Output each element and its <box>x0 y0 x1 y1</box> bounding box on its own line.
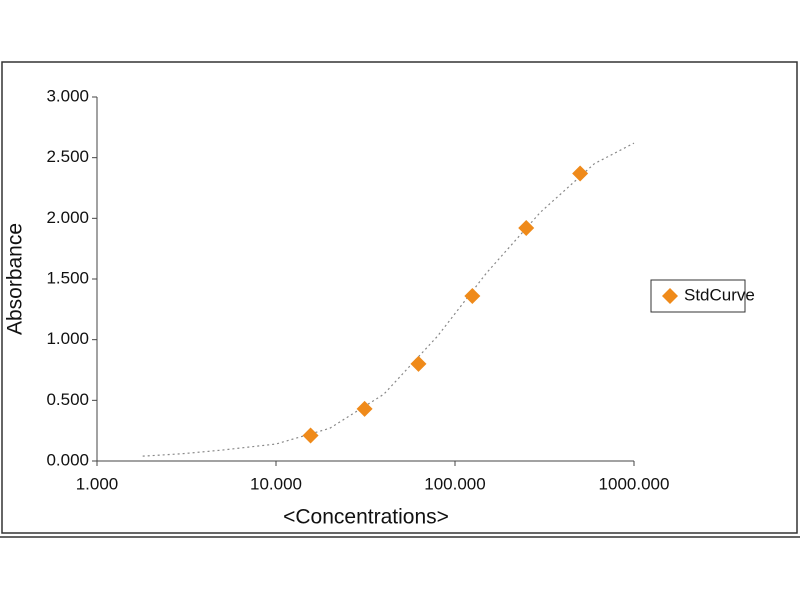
fit-curve <box>142 142 635 457</box>
x-tick-label: 100.000 <box>424 474 485 493</box>
data-point <box>572 165 589 182</box>
y-tick-label: 1.500 <box>46 268 89 287</box>
y-tick-label: 2.500 <box>46 147 89 166</box>
data-point <box>464 287 481 304</box>
data-point <box>302 427 319 444</box>
y-tick-label: 0.000 <box>46 450 89 469</box>
data-point <box>356 400 373 417</box>
frame <box>1 61 798 534</box>
x-axis-label: <Concentrations> <box>283 506 449 529</box>
data-point <box>518 220 535 237</box>
data-point <box>410 355 427 372</box>
x-tick-label: 10.000 <box>250 474 302 493</box>
y-axis-label: Absorbance <box>4 223 27 335</box>
legend-marker <box>662 288 678 304</box>
x-tick-label: 1000.000 <box>599 474 670 493</box>
y-tick-label: 0.500 <box>46 390 89 409</box>
y-tick-label: 2.000 <box>46 208 89 227</box>
x-tick-label: 1.000 <box>76 474 119 493</box>
y-tick-label: 3.000 <box>46 86 89 105</box>
y-tick-label: 1.000 <box>46 329 89 348</box>
legend-label: StdCurve <box>684 285 755 304</box>
